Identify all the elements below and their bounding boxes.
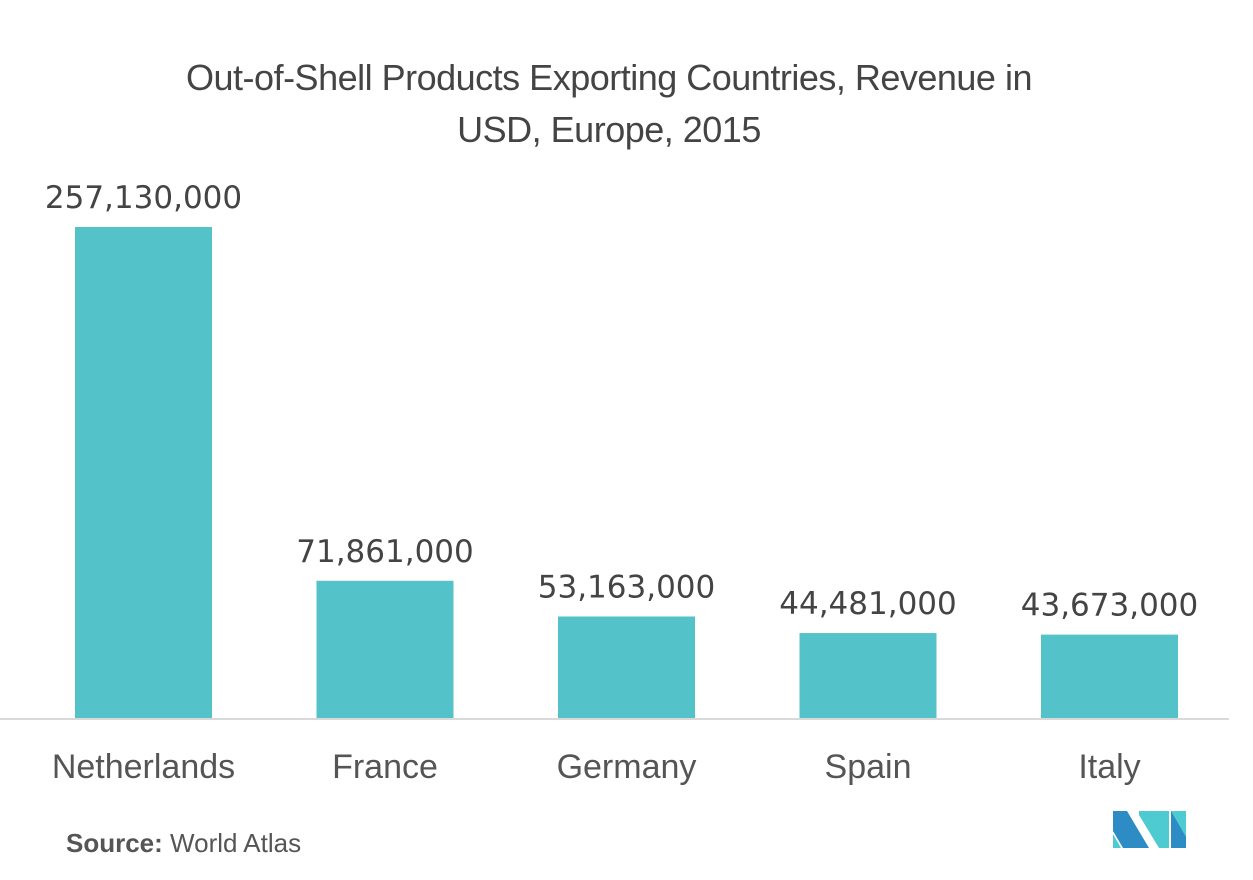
data-label-france: 71,861,000 [296,534,474,570]
logo-light-triangle-right [1171,811,1186,837]
chart-title-line-1: Out-of-Shell Products Exporting Countrie… [186,57,1032,98]
bar-italy [1041,634,1178,718]
chart-title: Out-of-Shell Products Exporting Countrie… [0,52,1218,156]
chart-title-line-2: USD, Europe, 2015 [457,109,761,150]
source-value: World Atlas [170,828,302,858]
logo-light-block-right [1139,811,1169,848]
x-tick-label-france: France [332,748,438,786]
brand-logo-icon [1113,811,1186,848]
data-label-italy: 43,673,000 [1021,588,1199,624]
data-label-germany: 53,163,000 [538,569,716,605]
bar-france [316,580,454,718]
source-note: Source: World Atlas [66,828,301,859]
bar-germany [558,616,695,718]
x-tick-label-italy: Italy [1078,748,1140,786]
data-label-spain: 44,481,000 [779,586,957,622]
logo-light-triangle-left [1113,834,1121,848]
x-tick-label-netherlands: Netherlands [52,748,235,786]
bar-netherlands [75,227,212,718]
bar-spain [799,633,937,718]
logo-dark-block-left [1113,811,1149,848]
data-label-netherlands: 257,130,000 [45,180,242,216]
source-label: Source: [66,828,163,858]
x-tick-label-spain: Spain [825,748,912,786]
x-tick-label-germany: Germany [557,748,697,786]
